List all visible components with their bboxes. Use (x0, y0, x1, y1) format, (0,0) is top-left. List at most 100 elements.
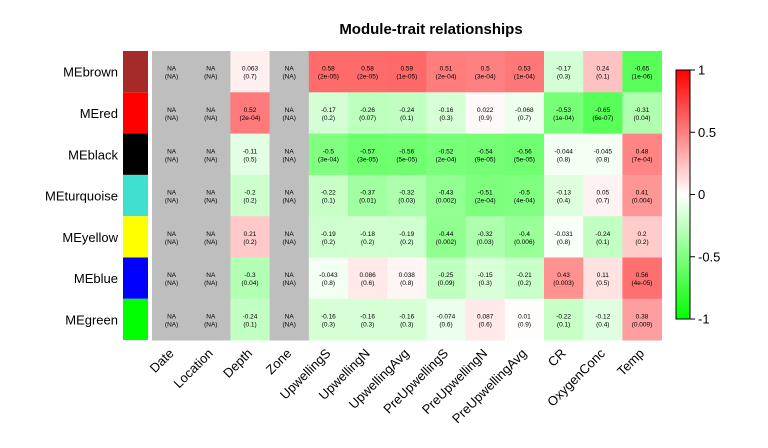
cell-correlation-label: NA (206, 107, 216, 114)
heatmap-cell (504, 216, 545, 258)
cell-correlation-label: 0.5 (481, 66, 490, 73)
cell-correlation-label: -0.56 (517, 148, 532, 155)
heatmap-cell (544, 92, 584, 134)
heatmap-cell (465, 133, 506, 176)
heatmap-cell (387, 257, 427, 300)
cell-correlation-label: -0.043 (319, 272, 338, 279)
heatmap-cell (230, 298, 270, 341)
column-label: Zone (263, 346, 295, 378)
cell-pvalue-label: (0.3) (322, 321, 335, 328)
cell-correlation-label: -0.24 (399, 107, 414, 114)
heatmap-cell (622, 133, 662, 176)
heatmap-cell (622, 174, 662, 217)
heatmap-cell (191, 298, 231, 341)
cell-pvalue-label: (0.004) (632, 198, 653, 205)
legend-color-bar (675, 69, 691, 320)
heatmap-cell (426, 133, 466, 176)
cell-pvalue-label: (0.2) (243, 198, 256, 205)
cell-correlation-label: 0.51 (440, 66, 453, 73)
cell-correlation-label: -0.5 (323, 148, 335, 155)
cell-correlation-label: -0.16 (321, 313, 336, 320)
heatmap-cell (544, 298, 584, 341)
module-color-swatch (123, 216, 148, 258)
cell-correlation-label: NA (285, 231, 295, 238)
heatmap-cell (230, 51, 270, 93)
cell-pvalue-label: (0.5) (243, 156, 256, 163)
cell-correlation-label: -0.32 (478, 231, 493, 238)
heatmap-cell (191, 257, 231, 300)
heatmap-cell (504, 133, 545, 176)
cell-pvalue-label: (2e-04) (436, 74, 457, 81)
cell-correlation-label: 0.52 (244, 107, 257, 114)
cell-pvalue-label: (0.006) (514, 239, 535, 246)
heatmap-cell (191, 51, 231, 93)
cell-correlation-label: -0.31 (635, 107, 650, 114)
heatmap-cell (583, 174, 623, 217)
cell-pvalue-label: (NA) (165, 280, 178, 287)
cell-pvalue-label: (0.1) (557, 321, 570, 328)
cell-pvalue-label: (0.07) (359, 115, 376, 122)
cell-correlation-label: 0.063 (242, 66, 259, 73)
cell-correlation-label: 0.038 (399, 272, 416, 279)
cell-correlation-label: NA (285, 190, 295, 197)
heatmap-cell (465, 51, 506, 93)
cell-correlation-label: -0.12 (595, 313, 610, 320)
cell-pvalue-label: (0.01) (359, 198, 376, 205)
heatmap-cell (191, 174, 231, 217)
heatmap-cell (504, 298, 545, 341)
row-label: MEgreen (65, 312, 118, 327)
heatmap-cell (152, 51, 192, 93)
cell-correlation-label: -0.52 (439, 148, 454, 155)
cell-correlation-label: -0.16 (439, 107, 454, 114)
cell-correlation-label: NA (167, 107, 177, 114)
heatmap-cell (152, 174, 192, 217)
cell-pvalue-label: (NA) (204, 115, 217, 122)
cell-correlation-label: -0.25 (439, 272, 454, 279)
cell-correlation-label: -0.56 (399, 148, 414, 155)
cell-correlation-label: -0.44 (439, 231, 454, 238)
cell-pvalue-label: (NA) (204, 198, 217, 205)
cell-pvalue-label: (2e-04) (436, 156, 457, 163)
heatmap-cell (583, 92, 623, 134)
heatmap-cell (622, 51, 662, 93)
cell-pvalue-label: (0.09) (438, 280, 455, 287)
heatmap-cell (191, 92, 231, 134)
cell-correlation-label: -0.43 (439, 190, 454, 197)
heatmap-cell (269, 51, 310, 93)
cell-correlation-label: 0.38 (636, 313, 649, 320)
cell-pvalue-label: (NA) (165, 74, 178, 81)
cell-pvalue-label: (NA) (283, 74, 296, 81)
cell-pvalue-label: (0.8) (557, 156, 570, 163)
cell-pvalue-label: (0.7) (518, 115, 531, 122)
heatmap-cell (544, 216, 584, 258)
cell-correlation-label: -0.4 (519, 231, 531, 238)
heatmap-cell (308, 174, 349, 217)
cell-pvalue-label: (7e-04) (632, 156, 653, 163)
cell-pvalue-label: (0.4) (596, 321, 609, 328)
cell-correlation-label: -0.074 (437, 313, 456, 320)
cell-pvalue-label: (0.6) (361, 280, 374, 287)
cell-pvalue-label: (5e-05) (396, 156, 417, 163)
cell-pvalue-label: (0.6) (439, 321, 452, 328)
cell-correlation-label: -0.15 (478, 272, 493, 279)
cell-correlation-label: NA (206, 148, 216, 155)
cell-pvalue-label: (NA) (165, 156, 178, 163)
cell-pvalue-label: (0.3) (400, 321, 413, 328)
heatmap-cell (308, 216, 349, 258)
cell-pvalue-label: (4e-05) (632, 280, 653, 287)
cell-pvalue-label: (0.5) (596, 280, 609, 287)
heatmap-cell (426, 257, 466, 300)
heatmap-cell (348, 174, 388, 217)
cell-correlation-label: 0.43 (557, 272, 570, 279)
cell-pvalue-label: (NA) (283, 280, 296, 287)
cell-correlation-label: -0.18 (360, 231, 375, 238)
cell-correlation-label: -0.13 (556, 190, 571, 197)
heatmap-cell (152, 257, 192, 300)
module-color-swatch (123, 174, 148, 217)
cell-correlation-label: 0.53 (518, 66, 531, 73)
heatmap-cells: NA(NA)NA(NA)0.063(0.7)NA(NA)0.58(2e-05)0… (152, 51, 662, 341)
cell-correlation-label: 0.58 (322, 66, 335, 73)
heatmap-cell (387, 174, 427, 217)
cell-pvalue-label: (0.04) (242, 280, 259, 287)
